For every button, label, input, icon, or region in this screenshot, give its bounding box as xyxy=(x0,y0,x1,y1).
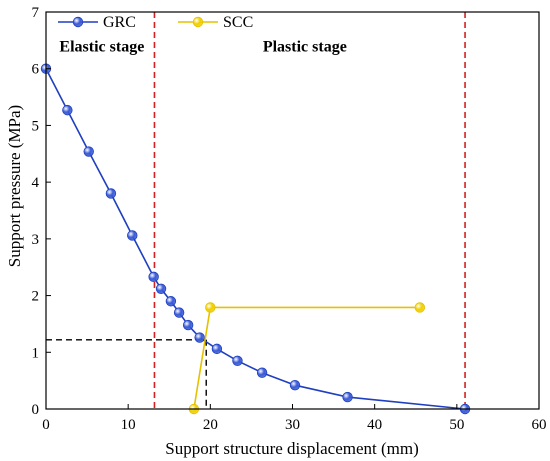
y-axis-title: Support pressure (MPa) xyxy=(5,105,24,267)
data-point-grc-6 xyxy=(155,283,167,294)
series-line-scc xyxy=(193,306,420,410)
x-tick-label-4: 40 xyxy=(367,417,382,433)
series-line-grc xyxy=(45,68,466,410)
data-point-grc-7 xyxy=(165,296,177,307)
y-tick-label-0: 0 xyxy=(32,402,40,418)
x-tick-label-1: 10 xyxy=(121,417,136,433)
data-point-grc-10 xyxy=(194,332,205,343)
data-point-grc-14 xyxy=(289,379,301,391)
data-point-grc-8 xyxy=(173,307,185,318)
legend-layer: GRC SCC xyxy=(58,14,253,31)
y-tick-label-1: 1 xyxy=(32,345,40,361)
series-layer xyxy=(40,63,471,415)
x-axis-title: Support structure displacement (mm) xyxy=(165,439,419,458)
legend-marker-grc xyxy=(72,16,84,28)
legend-marker-scc xyxy=(192,16,204,28)
guides-layer xyxy=(46,12,466,409)
y-tick-label-5: 5 xyxy=(32,118,40,134)
data-point-grc-11 xyxy=(211,343,223,355)
data-point-grc-5 xyxy=(148,271,159,283)
legend-label-scc: SCC xyxy=(223,14,253,31)
legend-label-grc: GRC xyxy=(103,14,136,31)
data-point-scc-2 xyxy=(414,302,426,313)
y-tick-label-6: 6 xyxy=(32,62,40,78)
data-point-grc-3 xyxy=(105,188,117,199)
data-point-grc-1 xyxy=(62,104,73,116)
labels-layer: Elastic stage Plastic stage xyxy=(59,39,346,56)
stage-label-1: Plastic stage xyxy=(263,39,347,56)
y-tick-label-4: 4 xyxy=(32,175,40,191)
data-point-grc-2 xyxy=(83,146,94,157)
x-tick-label-6: 60 xyxy=(532,417,547,433)
data-point-grc-15 xyxy=(342,391,353,403)
x-tick-label-0: 0 xyxy=(42,417,50,433)
x-tick-label-2: 20 xyxy=(203,417,218,433)
data-point-grc-13 xyxy=(256,367,268,378)
x-tick-label-5: 50 xyxy=(449,417,464,433)
data-point-grc-4 xyxy=(127,230,138,241)
data-point-grc-9 xyxy=(182,319,194,331)
stage-label-0: Elastic stage xyxy=(59,39,144,56)
axes-layer: 0 10 20 30 40 50 60 0 1 2 3 4 5 6 7 xyxy=(32,5,547,433)
y-tick-label-7: 7 xyxy=(32,5,40,21)
y-tick-label-2: 2 xyxy=(32,289,40,305)
data-point-scc-1 xyxy=(205,302,216,313)
x-tick-label-3: 30 xyxy=(285,417,300,433)
y-tick-label-3: 3 xyxy=(32,232,40,248)
data-point-grc-12 xyxy=(232,355,243,366)
